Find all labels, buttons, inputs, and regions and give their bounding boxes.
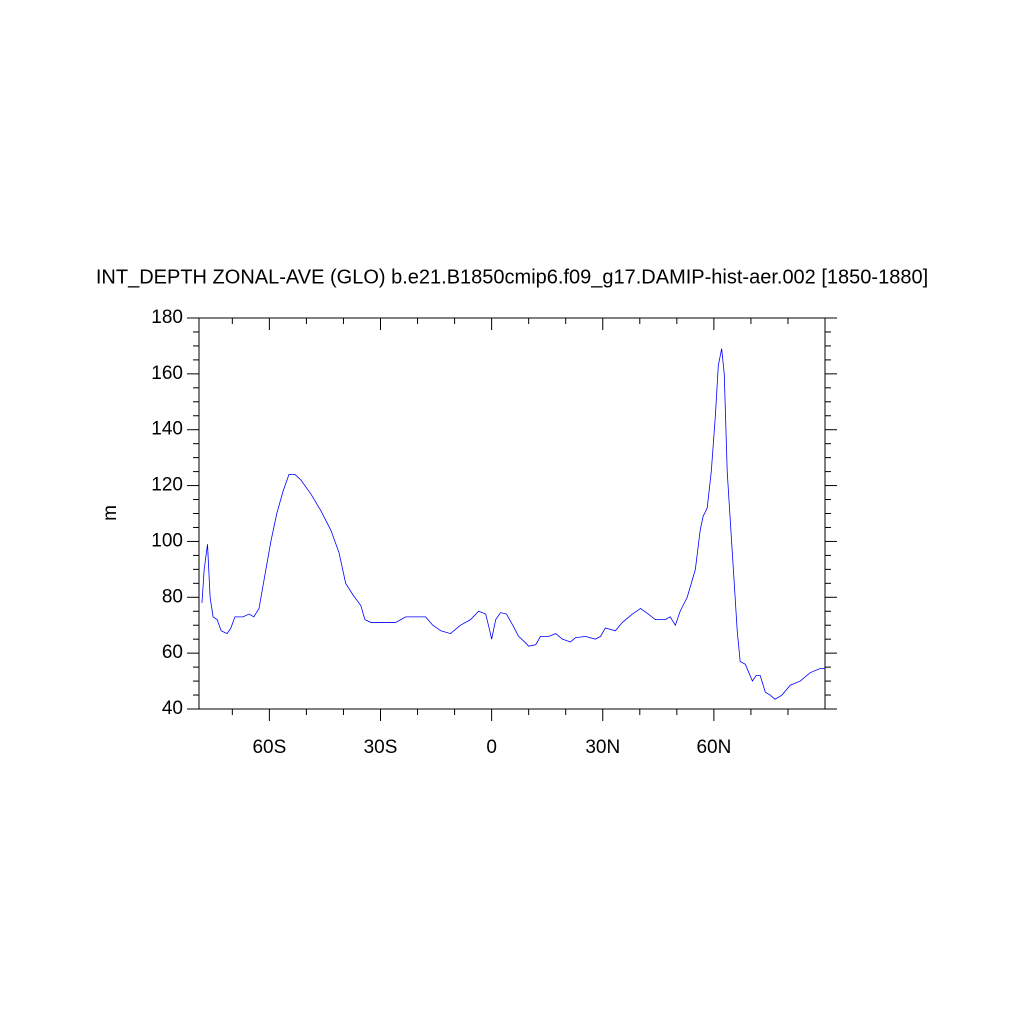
x-tick-label: 30N: [585, 737, 620, 758]
x-tick-label: 60N: [696, 737, 731, 758]
plot-frame: [198, 317, 826, 710]
x-tick-label: 30S: [364, 737, 398, 758]
x-tick-label: 60S: [252, 737, 286, 758]
y-tick-label: 40: [162, 698, 183, 719]
y-axis-label: m: [100, 505, 121, 521]
data-line: [201, 348, 825, 700]
y-tick-label: 160: [151, 363, 183, 384]
y-tick-label: 80: [162, 586, 183, 607]
y-tick-label: 140: [151, 419, 183, 440]
y-tick-label: 180: [151, 307, 183, 328]
chart-title: INT_DEPTH ZONAL-AVE (GLO) b.e21.B1850cmi…: [96, 266, 928, 288]
y-tick-label: 60: [162, 642, 183, 663]
y-tick-label: 100: [151, 530, 183, 551]
y-tick-label: 120: [151, 475, 183, 496]
x-tick-label: 0: [486, 737, 497, 758]
